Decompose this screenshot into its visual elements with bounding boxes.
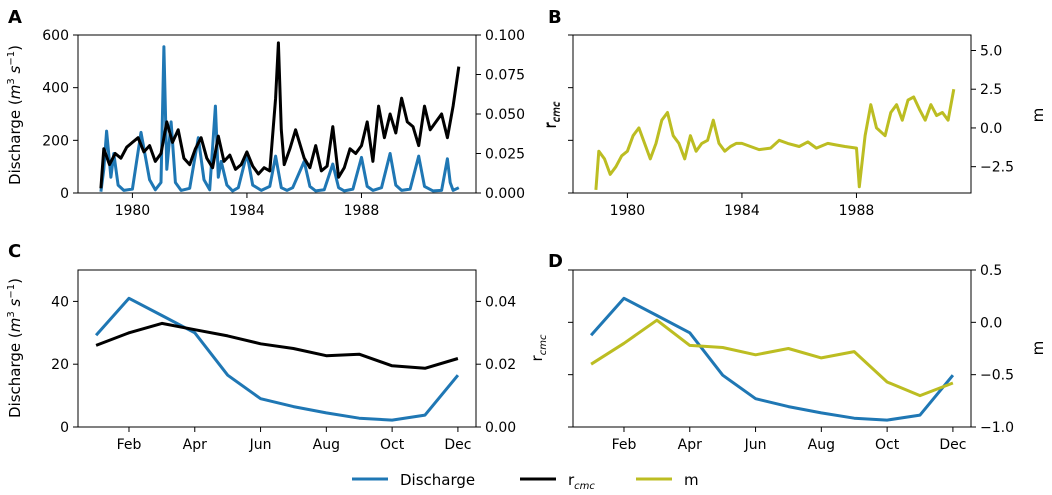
- panel-c-y-left-label: Discharge (m3 s−1): [6, 278, 24, 418]
- panel-b-x-tick-label: 1980: [610, 203, 646, 219]
- panel-c-series-discharge-line: [94, 296, 460, 422]
- panel-c-x-tick-label: Jun: [249, 437, 272, 453]
- panel-c-y-right-tick-label: 0.00: [485, 420, 516, 436]
- panel-c-x-tick-label: Apr: [183, 437, 207, 453]
- panel-d-series-m-line: [590, 318, 954, 398]
- panel-c-y-left-tick-label: 20: [51, 357, 69, 373]
- panel-d-letter: D: [548, 251, 563, 272]
- panel-d-frame: [572, 269, 972, 428]
- panel-b-y-right-tick-label: −2.5: [980, 160, 1014, 176]
- panel-a-x-tick-label: 1980: [115, 203, 151, 219]
- panel-b-series-m-line: [594, 88, 956, 191]
- legend-discharge-label: Discharge: [400, 471, 475, 489]
- panel-d-x-tick-label: Feb: [612, 437, 637, 453]
- panel-a-y-right-tick-label: 0.075: [485, 68, 525, 84]
- panel-a-y-left-tick-label: 200: [42, 133, 69, 149]
- panel-d-y-right-tick-label: 0.5: [980, 263, 1002, 279]
- panel-a-x-tick-label: 1988: [344, 203, 380, 219]
- panel-d-x-tick-label: Jun: [744, 437, 767, 453]
- panel-c-frame: [77, 269, 477, 428]
- panel-d-y-right-tick-label: −0.5: [980, 368, 1014, 384]
- panel-d-series-discharge-line: [589, 296, 955, 422]
- panel-a-series-discharge-line: [99, 45, 460, 193]
- panel-a-y-left-tick-label: 0: [60, 186, 69, 202]
- panel-a-letter: A: [8, 7, 22, 28]
- panel-d-x-tick-label: Dec: [939, 437, 966, 453]
- legend-rcmc-label: rcmc: [568, 471, 595, 491]
- panel-d-x-tick-label: Apr: [678, 437, 702, 453]
- panel-c-y-left-tick-label: 0: [60, 420, 69, 436]
- panel-c-x-tick-label: Dec: [444, 437, 471, 453]
- panel-a-y-right-tick-label: 0.000: [485, 186, 525, 202]
- panel-b-frame: [572, 34, 972, 194]
- panel-b-x-tick-label: 1988: [839, 203, 875, 219]
- panel-b-letter: B: [548, 7, 562, 28]
- panel-a-y-right-tick-label: 0.025: [485, 147, 525, 163]
- panel-b-x-tick-label: 1984: [724, 203, 760, 219]
- panel-c-letter: C: [8, 241, 21, 262]
- panel-d-x-tick-label: Oct: [875, 437, 900, 453]
- legend: Discharge rcmc m: [352, 471, 699, 492]
- panel-b-y-right-label: m: [1029, 108, 1047, 123]
- panel-c-y-right-label: rcmc: [528, 334, 549, 361]
- panel-c-x-tick-label: Feb: [117, 437, 142, 453]
- panel-a-y-left-tick-label: 400: [42, 81, 69, 97]
- panel-c-x-tick-label: Aug: [313, 437, 340, 453]
- panel-c-series-r-cmc-line: [95, 321, 459, 370]
- panel-b-y-right-tick-label: 0.0: [980, 121, 1002, 137]
- panel-a-series-r-cmc-line: [99, 41, 461, 189]
- legend-m-label: m: [684, 471, 699, 489]
- panel-b-y-right-tick-label: 2.5: [980, 82, 1002, 98]
- panel-d-x-tick-label: Aug: [808, 437, 835, 453]
- panel-d-y-right-label: m: [1029, 341, 1047, 356]
- panel-d-y-right-tick-label: 0.0: [980, 315, 1002, 331]
- panel-a-y-right-label: rcmc: [542, 101, 563, 128]
- panel-a-y-left-tick-label: 600: [42, 28, 69, 44]
- panel-d-y-right-tick-label: −1.0: [980, 420, 1014, 436]
- panel-a-y-right-tick-label: 0.100: [485, 28, 525, 44]
- panel-c-y-left-tick-label: 40: [51, 294, 69, 310]
- panel-c-y-right-tick-label: 0.04: [485, 294, 516, 310]
- panel-c-x-tick-label: Oct: [380, 437, 405, 453]
- panel-b-y-left-label: rcmc: [541, 101, 562, 128]
- panel-a-y-left-label: Discharge (m3 s−1): [6, 45, 24, 185]
- panel-b-y-right-tick-label: 5.0: [980, 43, 1002, 59]
- panel-a-y-right-tick-label: 0.050: [485, 107, 525, 123]
- panel-c-y-right-tick-label: 0.02: [485, 357, 516, 373]
- panel-a-x-tick-label: 1984: [229, 203, 265, 219]
